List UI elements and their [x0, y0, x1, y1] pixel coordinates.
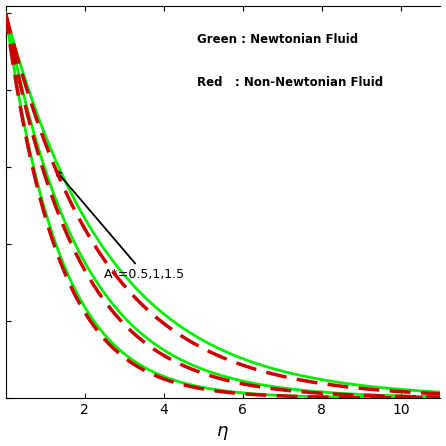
- X-axis label: η: η: [217, 422, 229, 441]
- Text: Red   : Non-Newtonian Fluid: Red : Non-Newtonian Fluid: [197, 76, 383, 89]
- Text: Green : Newtonian Fluid: Green : Newtonian Fluid: [197, 33, 358, 46]
- Text: A*=0.5,1,1.5: A*=0.5,1,1.5: [56, 171, 186, 281]
